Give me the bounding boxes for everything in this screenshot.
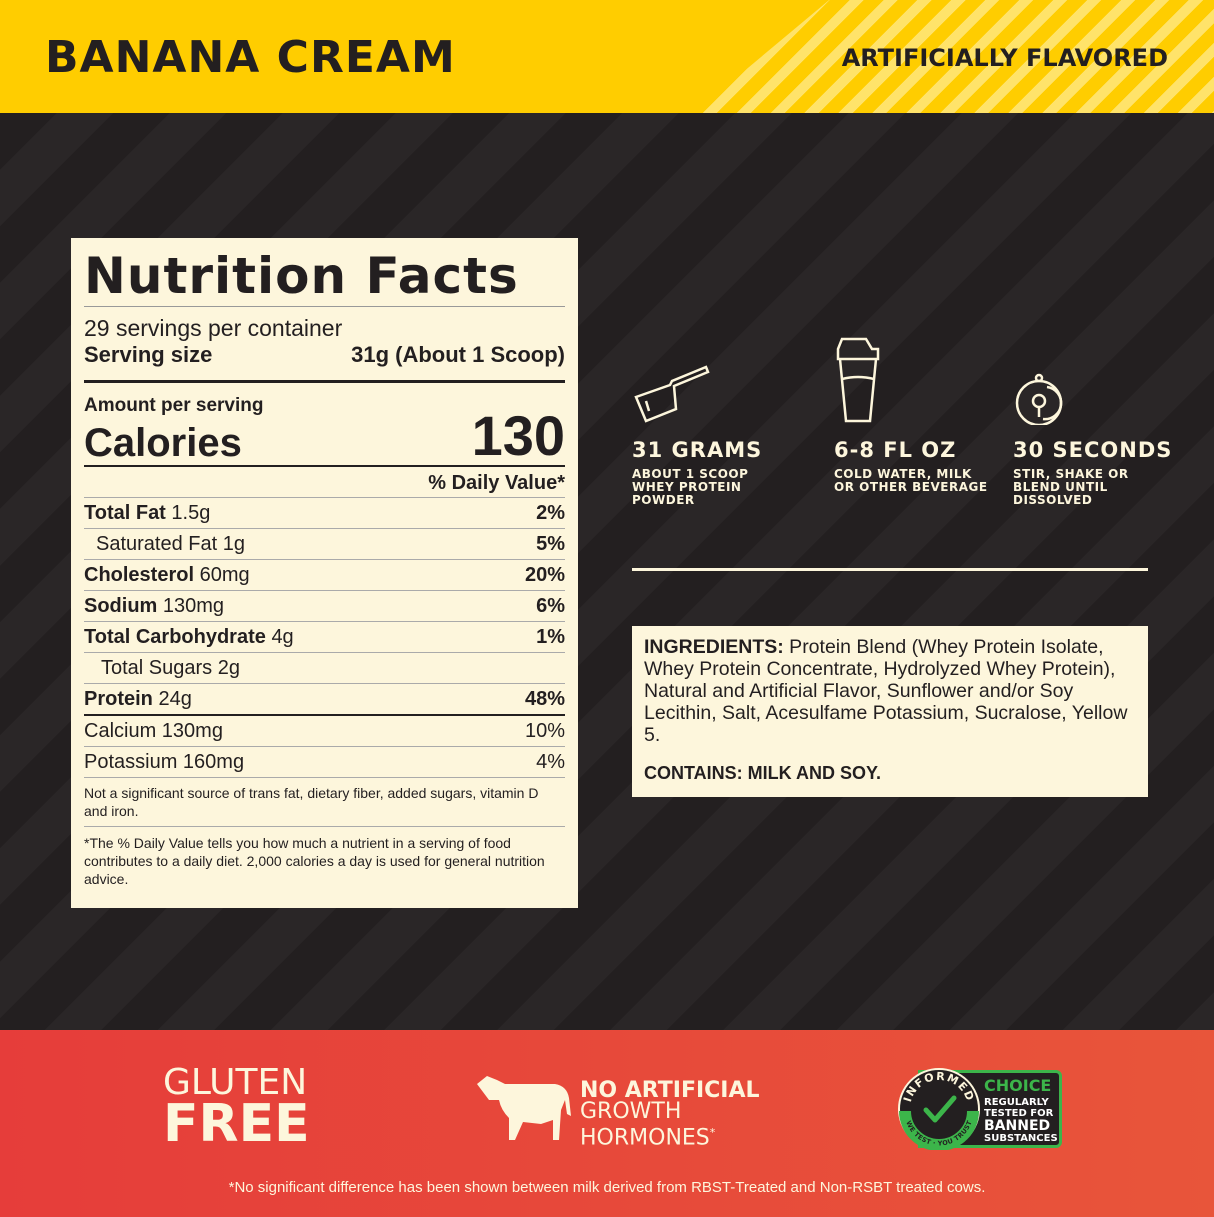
- amount-label: Amount per serving: [84, 395, 264, 416]
- direction-title: 6-8 FL OZ: [834, 438, 957, 462]
- calories-value: 130: [471, 404, 565, 467]
- servings: 29 servings per container: [84, 315, 343, 341]
- mineral-name: Calcium 130mg: [84, 719, 223, 742]
- choice-line4: SUBSTANCES: [984, 1133, 1058, 1144]
- choice-line3: BANNED: [984, 1118, 1051, 1134]
- scoop-icon: [634, 365, 710, 423]
- direction-title: 31 GRAMS: [632, 438, 763, 462]
- nutrition-facts-panel: Nutrition Facts 29 servings per containe…: [71, 238, 578, 908]
- mineral-name: Potassium 160mg: [84, 750, 245, 773]
- nutrition-title: Nutrition Facts: [84, 248, 565, 307]
- nutrient-name: Saturated Fat: [96, 532, 218, 555]
- nutrient-dv: 5%: [536, 532, 565, 555]
- direction-liquid: 6-8 FL OZ COLD WATER, MILK OR OTHER BEVE…: [834, 335, 994, 494]
- nutrient-amount: 24g: [158, 688, 192, 710]
- nutrient-row: Protein 24g 48%: [84, 684, 565, 715]
- mineral-row: Potassium 160mg 4%: [84, 747, 565, 778]
- calories-row: Calories 130: [84, 407, 565, 467]
- serving-size-row: Serving size 31g (About 1 Scoop): [84, 342, 565, 383]
- badge-band: GLUTEN FREE NO ARTIFICIAL GROWTH HORMONE…: [0, 1030, 1214, 1217]
- nutrient-amount: 4g: [271, 625, 294, 648]
- direction-text: ABOUT 1 SCOOP WHEY PROTEIN POWDER: [632, 467, 749, 507]
- nutrient-name: Total Sugars: [101, 656, 213, 679]
- nutrient-amount: 1g: [222, 532, 245, 555]
- nutrient-name: Protein: [84, 688, 153, 710]
- nutrient-row: Sodium 130mg 6%: [84, 591, 565, 622]
- nutrient-dv: 2%: [536, 501, 565, 524]
- direction-text: STIR, SHAKE OR BLEND UNTIL DISSOLVED: [1013, 467, 1129, 507]
- nutrient-rows: Total Fat 1.5g 2% Saturated Fat 1g 5% Choles…: [84, 498, 565, 715]
- gluten-label: GLUTEN: [163, 1062, 308, 1103]
- gluten-free-badge: GLUTEN FREE: [163, 1062, 310, 1154]
- mineral-row: Calcium 130mg 10%: [84, 716, 565, 747]
- nutrient-name: Cholesterol: [84, 563, 195, 586]
- check-icon: [923, 1095, 957, 1123]
- choice-label: CHOICE: [984, 1076, 1052, 1095]
- direction-title: 30 SECONDS: [1013, 438, 1173, 462]
- choice-line2: TESTED FOR: [984, 1108, 1054, 1119]
- nutrient-name: Total Fat: [84, 501, 166, 524]
- nah-line2: GROWTH: [580, 1099, 682, 1124]
- mineral-dv: 10%: [524, 719, 565, 742]
- mineral-rows: Calcium 130mg 10% Potassium 160mg 4%: [84, 716, 565, 778]
- informed-choice-badge: INFORMED WE TEST · YOU TRUST CHOICE REGU…: [898, 1068, 1062, 1150]
- nutrient-dv: 20%: [524, 563, 565, 586]
- ingredients-list: Protein Blend (Whey Protein Isolate, Whe…: [644, 636, 1128, 746]
- flavor-note: ARTIFICIALLY FLAVORED: [841, 44, 1168, 72]
- direction-scoop: 31 GRAMS ABOUT 1 SCOOP WHEY PROTEIN POWD…: [632, 345, 792, 507]
- free-label: FREE: [163, 1094, 310, 1154]
- nutrient-name: Total Carbohydrate: [84, 625, 266, 648]
- nah-line3: HORMONES: [580, 1125, 710, 1151]
- serving-size-label: Serving size: [84, 342, 213, 367]
- nutrient-amount: 1.5g: [171, 501, 211, 524]
- thick-divider: [84, 714, 565, 716]
- nutrient-amount: 2g: [217, 656, 240, 679]
- ingredients-text: INGREDIENTS: Protein Blend (Whey Protein…: [644, 636, 1136, 746]
- allergen-statement: CONTAINS: MILK AND SOY.: [644, 763, 881, 783]
- flavor-name: BANANA CREAM: [45, 32, 456, 83]
- nutrient-amount: 130mg: [162, 594, 225, 617]
- direction-text: COLD WATER, MILK OR OTHER BEVERAGE: [834, 467, 988, 494]
- nutrient-name: Sodium: [84, 594, 158, 617]
- choice-text: REGULARLY TESTED FOR BANNED SUBSTANCES: [984, 1097, 1058, 1144]
- footnote: *No significant difference has been show…: [228, 1179, 986, 1196]
- dv-footnote: *The % Daily Value tells you how much a …: [84, 835, 545, 887]
- ingredients-label: INGREDIENTS:: [644, 636, 784, 658]
- ingredients-panel: INGREDIENTS: Protein Blend (Whey Protein…: [632, 626, 1148, 797]
- nah-mark: *: [709, 1126, 716, 1139]
- nutrient-row: Total Carbohydrate 4g 1%: [84, 622, 565, 653]
- direction-time: 30 SECONDS STIR, SHAKE OR BLEND UNTIL DI…: [1013, 345, 1173, 507]
- serving-size: 31g (About 1 Scoop): [351, 342, 565, 367]
- nutrient-amount: 60mg: [199, 563, 250, 586]
- shaker-icon: [836, 337, 880, 423]
- dv-header: % Daily Value*: [84, 467, 565, 498]
- nutrient-dv: 1%: [536, 625, 565, 648]
- informed-seal: INFORMED WE TEST · YOU TRUST: [898, 1068, 980, 1150]
- timer-icon: [1015, 373, 1063, 427]
- cow-icon: [477, 1076, 571, 1140]
- nutrient-row: Cholesterol 60mg 20%: [84, 560, 565, 591]
- choice-line1: REGULARLY: [984, 1097, 1049, 1108]
- nah-line1: NO ARTIFICIAL: [580, 1078, 760, 1103]
- nutrient-row: Saturated Fat 1g 5%: [84, 529, 565, 560]
- nutrient-row: Total Fat 1.5g 2%: [84, 498, 565, 529]
- nutrient-dv: 48%: [524, 688, 565, 710]
- header-band: BANANA CREAM ARTIFICIALLY FLAVORED: [0, 0, 1214, 113]
- calories-label: Calories: [84, 421, 242, 465]
- divider: [632, 568, 1148, 571]
- nutrient-row: Total Sugars 2g: [84, 653, 565, 684]
- nutrition-note: Not a significant source of trans fat, d…: [84, 778, 565, 827]
- no-hormones-badge: NO ARTIFICIAL GROWTH HORMONES*: [580, 1078, 760, 1151]
- nutrient-dv: 6%: [536, 594, 565, 617]
- mineral-dv: 4%: [536, 750, 565, 773]
